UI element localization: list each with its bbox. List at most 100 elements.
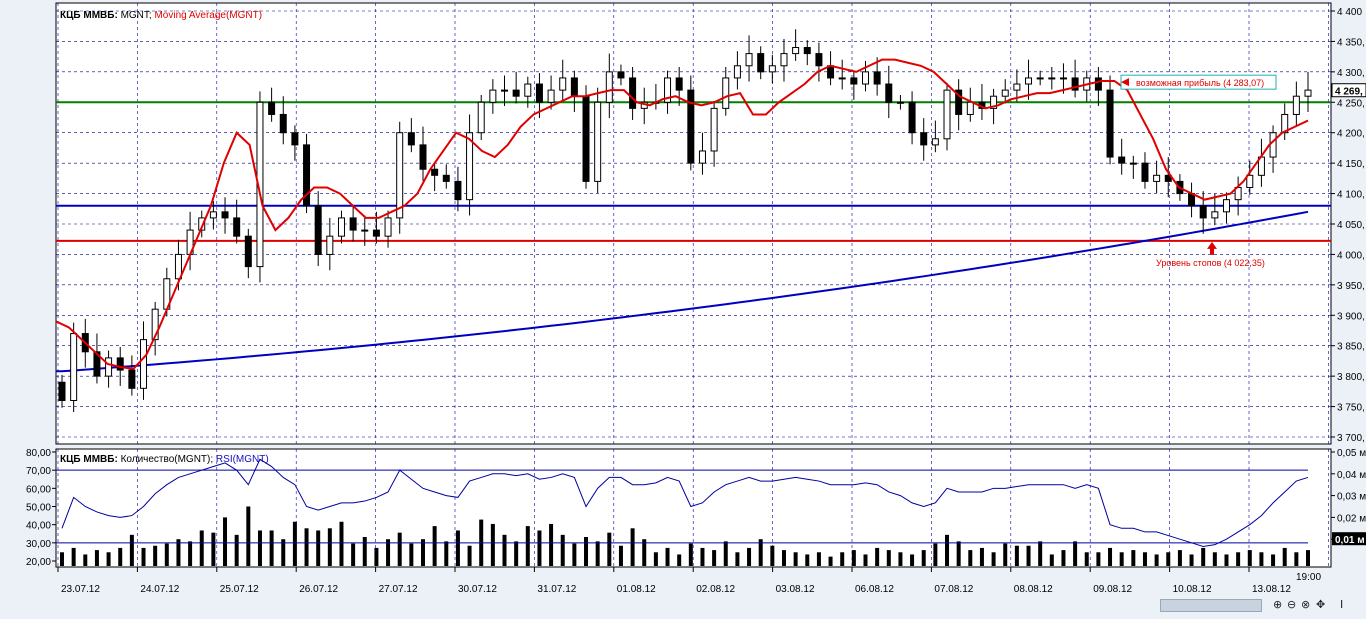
volume-bar xyxy=(758,539,763,566)
volume-bar xyxy=(269,530,274,566)
price-y-tick-label: 4 400 xyxy=(1337,7,1362,18)
indicator-left-axis: 20,00 30,00 40,00 50,00 60,00 70,00 80,00 xyxy=(26,448,56,568)
zoom-out-icon[interactable]: ⊖ xyxy=(1287,598,1297,611)
volume-bar xyxy=(106,552,111,566)
candle-up xyxy=(174,253,182,280)
indicator-vertical-grid xyxy=(57,449,1329,567)
volume-bar xyxy=(979,547,984,566)
volume-bar xyxy=(828,556,833,566)
volume-bar xyxy=(968,550,973,566)
candle-up xyxy=(140,339,148,389)
candle-down xyxy=(372,229,380,237)
candle-up xyxy=(896,101,904,104)
candle-up xyxy=(710,107,718,152)
volume-bar xyxy=(1131,550,1136,566)
volume-bar xyxy=(991,552,996,566)
price-y-tick-label: 3 850, xyxy=(1337,342,1365,353)
volume-bar xyxy=(1247,550,1252,566)
candle-up xyxy=(524,83,532,97)
candle-up xyxy=(1246,174,1254,188)
candle-down xyxy=(757,53,765,73)
candle-down xyxy=(279,113,287,134)
volume-bars xyxy=(60,506,1310,566)
price-y-tick-label: 3 700, xyxy=(1337,433,1365,444)
volume-bar xyxy=(1236,552,1241,566)
volume-bar xyxy=(490,523,495,566)
volume-bar xyxy=(467,545,472,566)
volume-bar xyxy=(339,521,344,566)
candle-down xyxy=(407,132,415,146)
time-label: 19:00 xyxy=(1296,572,1321,583)
rsi-tick-label: 50,00 xyxy=(26,503,51,514)
candle-down xyxy=(850,77,858,85)
volume-bar xyxy=(1189,554,1194,566)
date-axis: 23.07.12 24.07.12 25.07.12 26.07.12 27.07.12… xyxy=(57,567,1321,595)
candle-up xyxy=(466,132,474,201)
candle-up xyxy=(722,77,730,109)
candle-up xyxy=(1059,77,1067,80)
volume-bar xyxy=(886,550,891,566)
candle-up xyxy=(198,217,206,231)
candle-down xyxy=(920,132,928,146)
volume-bar xyxy=(292,521,297,566)
candle-down xyxy=(535,83,543,103)
volume-bar xyxy=(584,537,589,566)
price-y-tick-label: 3 900, xyxy=(1337,311,1365,322)
candle-up xyxy=(361,229,369,232)
volume-bar xyxy=(770,545,775,566)
volume-bar xyxy=(1096,552,1101,566)
candle-down xyxy=(58,381,66,401)
volume-bar xyxy=(455,530,460,566)
volume-bar xyxy=(397,532,402,566)
price-y-tick-label: 3 750, xyxy=(1337,403,1365,414)
volume-bar xyxy=(188,541,193,566)
title-part: Moving Average(MGNT) xyxy=(154,10,262,21)
candle-up xyxy=(1036,77,1044,80)
candle-up xyxy=(768,65,776,73)
price-y-tick-label: 4 250, xyxy=(1337,98,1365,109)
zoom-in-icon[interactable]: ⊕ xyxy=(1273,598,1283,611)
volume-bar xyxy=(1154,554,1159,566)
volume-bar xyxy=(840,552,845,566)
candle-down xyxy=(570,77,578,97)
volume-bar xyxy=(805,554,810,566)
volume-bar xyxy=(327,528,332,566)
reset-zoom-icon[interactable]: ⊗ xyxy=(1301,598,1311,611)
move-icon[interactable]: ✥ xyxy=(1316,598,1326,611)
volume-bar xyxy=(223,517,228,566)
candle-down xyxy=(629,77,637,109)
candle-up xyxy=(151,308,159,341)
candle-up xyxy=(547,89,555,103)
candle-up xyxy=(70,333,78,401)
volume-bar xyxy=(257,530,262,566)
candle-down xyxy=(431,168,439,176)
volume-bar xyxy=(1224,554,1229,566)
volume-bar xyxy=(1166,552,1171,566)
candle-up xyxy=(605,71,613,103)
candle-up xyxy=(1304,89,1312,97)
volume-bar xyxy=(688,543,693,566)
candle-up xyxy=(664,77,672,103)
volume-bar xyxy=(910,554,915,566)
horizontal-scrollbar[interactable] xyxy=(1160,599,1262,612)
candle-up xyxy=(594,101,602,182)
date-label: 25.07.12 xyxy=(220,584,259,595)
candle-up xyxy=(943,89,951,140)
volume-bar xyxy=(94,550,99,566)
date-label: 07.08.12 xyxy=(934,584,973,595)
volume-bar xyxy=(921,550,926,566)
volume-bar xyxy=(304,528,309,566)
volume-bar xyxy=(956,541,961,566)
volume-bar xyxy=(1038,541,1043,566)
rsi-tick-label: 40,00 xyxy=(26,521,51,532)
volume-bar xyxy=(933,543,938,566)
candle-up xyxy=(780,53,788,67)
candle-up xyxy=(792,47,800,55)
volume-bar xyxy=(898,552,903,566)
price-y-tick-label: 4 350, xyxy=(1337,37,1365,48)
rsi-tick-label: 60,00 xyxy=(26,484,51,495)
price-y-tick-label: 4 100, xyxy=(1337,190,1365,201)
volume-bar xyxy=(1282,547,1287,566)
cursor-icon[interactable]: I xyxy=(1340,598,1344,611)
